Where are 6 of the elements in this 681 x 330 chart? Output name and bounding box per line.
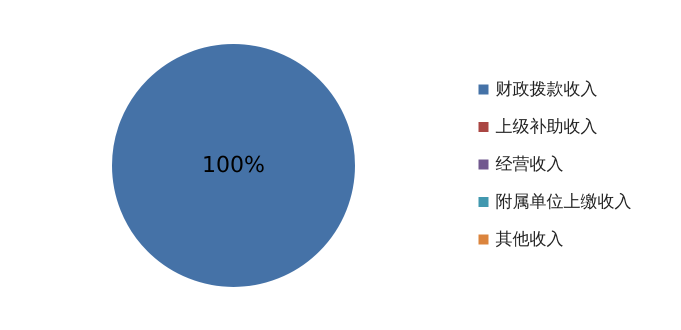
legend-label: 经营收入: [496, 154, 564, 174]
legend-label: 附属单位上缴收入: [496, 192, 632, 212]
legend-label: 其他收入: [496, 230, 564, 250]
legend-label: 财政拨款收入: [496, 80, 598, 100]
data-label: 100%: [202, 153, 265, 178]
legend-label: 上级补助收入: [496, 117, 598, 137]
